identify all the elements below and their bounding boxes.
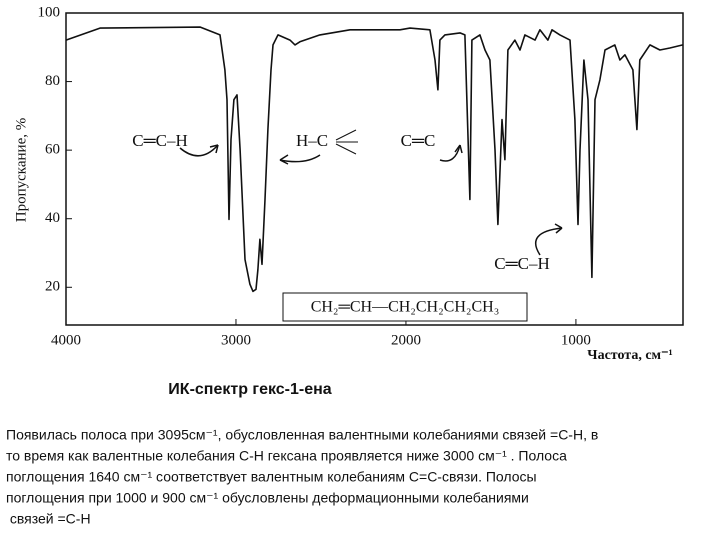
- text-line: поглощения 1640 см⁻¹ соответствует вален…: [6, 469, 537, 485]
- arrow: [535, 227, 563, 256]
- y-tick-label: 20: [45, 279, 60, 295]
- y-axis-label: Пропускание, %: [13, 118, 29, 222]
- x-tick-label: 2000: [391, 332, 421, 348]
- y-tick-label: 40: [45, 210, 60, 226]
- arrow: [439, 144, 461, 162]
- paragraph: Появилась полоса при 3095см⁻¹, обусловле…: [6, 427, 598, 527]
- arrow: [279, 154, 321, 163]
- formula-box: [282, 292, 528, 322]
- arrow-head: [554, 223, 563, 234]
- spectrum-line: [65, 26, 683, 293]
- x-tick-label: 1000: [561, 332, 591, 348]
- x-tick-label: 3000: [221, 332, 251, 348]
- text-line: то время как валентные колебания C-H гек…: [6, 448, 567, 464]
- arrow-head: [454, 144, 463, 154]
- text-line: связей =C-H: [6, 511, 91, 527]
- annotation: C═C: [401, 131, 436, 150]
- arrow-head: [279, 154, 289, 165]
- y-tick-label: 80: [45, 73, 60, 89]
- annotation: C═C–H: [132, 131, 188, 150]
- arrow-head: [209, 144, 219, 154]
- caption: ИК-спектр гекс-1-ена: [168, 381, 331, 398]
- x-tick-label: 4000: [51, 332, 81, 348]
- annotation: C═C–H: [494, 254, 550, 273]
- formula: CH₂═CH—CH₂CH₂CH₂CH₃: [311, 299, 500, 316]
- text-line: Появилась полоса при 3095см⁻¹, обусловле…: [6, 427, 598, 443]
- y-tick-label: 60: [45, 142, 60, 158]
- arrow: [179, 144, 219, 157]
- annotation: H–C: [296, 131, 328, 150]
- text-line: поглощения при 1000 и 900 см⁻¹ обусловле…: [6, 490, 529, 506]
- y-tick-label: 100: [38, 4, 61, 20]
- plot-frame: [65, 12, 684, 326]
- x-axis-label: Частота, см⁻¹: [587, 348, 672, 363]
- bond-lines: [335, 129, 358, 155]
